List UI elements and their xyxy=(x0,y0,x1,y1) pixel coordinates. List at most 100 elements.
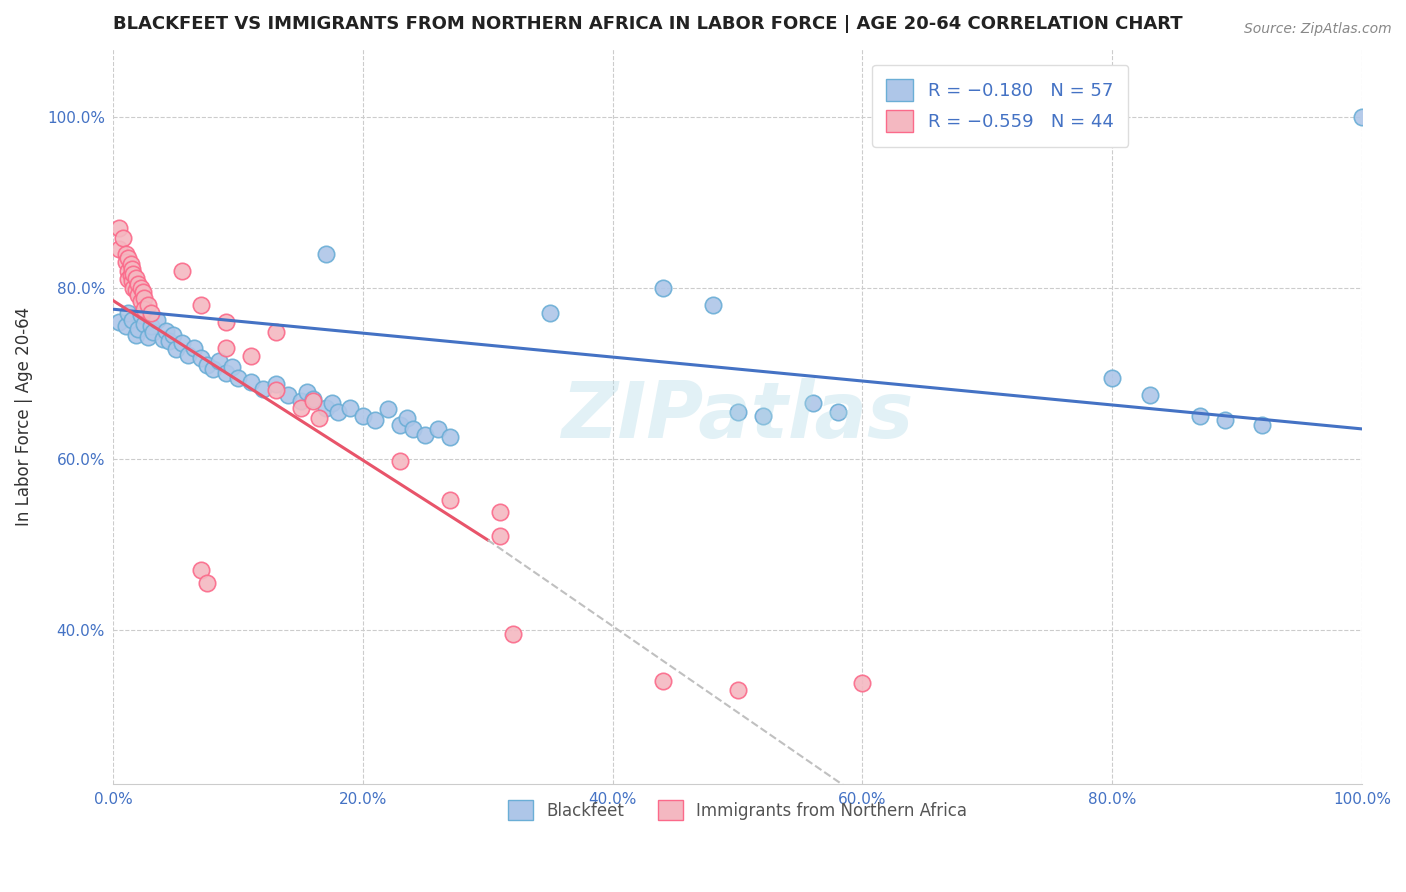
Point xyxy=(122,281,145,295)
Point xyxy=(239,349,262,363)
Point xyxy=(321,396,343,410)
Point xyxy=(264,376,287,391)
Point xyxy=(389,417,412,432)
Point xyxy=(1188,409,1211,423)
Point xyxy=(114,255,136,269)
Point xyxy=(165,343,187,357)
Point xyxy=(415,428,437,442)
Point xyxy=(134,302,156,317)
Point xyxy=(389,453,412,467)
Point xyxy=(177,347,200,361)
Point xyxy=(117,251,139,265)
Point xyxy=(1139,388,1161,402)
Point xyxy=(214,367,236,381)
Point xyxy=(1351,110,1374,124)
Point xyxy=(315,246,337,260)
Point xyxy=(125,270,148,285)
Point xyxy=(108,243,131,257)
Point xyxy=(352,409,374,423)
Point xyxy=(183,341,205,355)
Point xyxy=(129,293,152,308)
Point xyxy=(114,319,136,334)
Point xyxy=(152,332,174,346)
Point xyxy=(239,375,262,389)
Point xyxy=(162,327,184,342)
Point xyxy=(439,492,461,507)
Point xyxy=(112,231,135,245)
Point xyxy=(127,277,149,291)
Point xyxy=(117,264,139,278)
Point xyxy=(134,291,156,305)
Point xyxy=(290,393,312,408)
Point xyxy=(136,298,159,312)
Point xyxy=(426,422,449,436)
Point xyxy=(502,627,524,641)
Point xyxy=(302,392,325,406)
Point xyxy=(108,315,131,329)
Point xyxy=(651,674,673,689)
Text: BLACKFEET VS IMMIGRANTS FROM NORTHERN AFRICA IN LABOR FORCE | AGE 20-64 CORRELAT: BLACKFEET VS IMMIGRANTS FROM NORTHERN AF… xyxy=(114,15,1182,33)
Point xyxy=(129,308,152,322)
Point xyxy=(190,563,212,577)
Point xyxy=(226,370,249,384)
Point xyxy=(538,306,561,320)
Point xyxy=(1251,417,1274,432)
Point xyxy=(727,405,749,419)
Point xyxy=(190,298,212,312)
Point xyxy=(439,430,461,444)
Point xyxy=(395,410,418,425)
Point xyxy=(146,313,169,327)
Point xyxy=(315,401,337,415)
Point xyxy=(295,385,318,400)
Point xyxy=(125,283,148,297)
Point xyxy=(170,264,193,278)
Text: Source: ZipAtlas.com: Source: ZipAtlas.com xyxy=(1244,22,1392,37)
Point xyxy=(170,336,193,351)
Point xyxy=(377,402,399,417)
Point xyxy=(277,388,299,402)
Point xyxy=(221,359,243,374)
Legend: Blackfeet, Immigrants from Northern Africa: Blackfeet, Immigrants from Northern Afri… xyxy=(502,793,974,827)
Point xyxy=(117,272,139,286)
Point xyxy=(264,326,287,340)
Point xyxy=(139,319,162,334)
Point xyxy=(264,384,287,398)
Point xyxy=(121,313,143,327)
Point xyxy=(827,405,849,419)
Point xyxy=(308,410,330,425)
Point xyxy=(851,676,873,690)
Point xyxy=(195,358,218,372)
Point xyxy=(127,322,149,336)
Point xyxy=(127,287,149,301)
Point xyxy=(489,505,512,519)
Point xyxy=(208,353,231,368)
Point xyxy=(125,327,148,342)
Point xyxy=(214,341,236,355)
Point xyxy=(751,409,773,423)
Point xyxy=(727,682,749,697)
Point xyxy=(129,281,152,295)
Point xyxy=(290,401,312,415)
Point xyxy=(339,401,361,415)
Point xyxy=(1101,370,1123,384)
Point xyxy=(402,422,425,436)
Point xyxy=(122,267,145,281)
Point xyxy=(142,326,165,340)
Point xyxy=(195,575,218,590)
Point xyxy=(302,393,325,408)
Point xyxy=(136,330,159,344)
Point xyxy=(190,351,212,365)
Point xyxy=(252,382,274,396)
Point xyxy=(801,396,824,410)
Text: ZIPatlas: ZIPatlas xyxy=(561,378,914,454)
Point xyxy=(214,315,236,329)
Point xyxy=(117,306,139,320)
Point xyxy=(157,334,180,348)
Point xyxy=(121,262,143,277)
Point xyxy=(120,268,142,282)
Point xyxy=(121,274,143,288)
Point xyxy=(702,298,724,312)
Point xyxy=(108,221,131,235)
Point xyxy=(139,306,162,320)
Point xyxy=(114,246,136,260)
